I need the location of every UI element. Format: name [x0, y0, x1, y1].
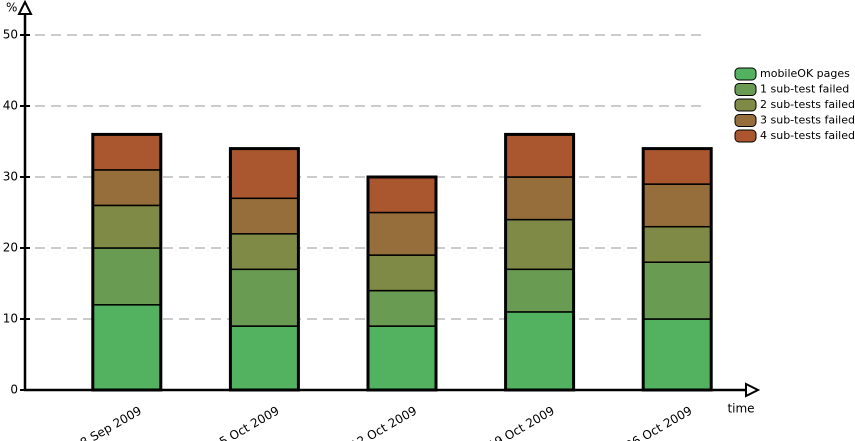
y-tick-label: 50: [3, 28, 18, 42]
y-tick-label: 20: [3, 241, 18, 255]
bar-segment: [367, 176, 437, 214]
bar-segment: [229, 197, 300, 235]
bar-segment: [92, 204, 162, 249]
bar-segment: [92, 169, 162, 207]
bar-segment: [229, 325, 300, 391]
bar-outline: [504, 132, 576, 392]
legend-swatch: [734, 114, 757, 127]
bar-segment: [367, 254, 437, 292]
bar-segment: [367, 325, 437, 391]
bar-segment: [367, 211, 437, 256]
x-tick-label: 19 Oct 2009: [486, 404, 557, 441]
bar-segment: [504, 176, 575, 221]
x-axis-arrow: [745, 382, 761, 398]
legend-swatch: [734, 83, 757, 96]
bar-segment: [504, 268, 575, 313]
y-tick-label: 30: [3, 170, 18, 184]
legend-text: 1 sub-test failed: [760, 83, 849, 96]
y-axis-arrow: [17, 0, 33, 15]
legend-text: mobileOK pages: [760, 67, 850, 80]
x-tick-label: 28 Sep 2009: [71, 404, 144, 441]
y-tick-label: 10: [3, 312, 18, 326]
bar-segment: [504, 218, 575, 271]
bar-segment: [229, 268, 300, 327]
x-axis-label: time: [727, 402, 754, 416]
bar-outline: [366, 175, 438, 392]
y-axis-label: %: [6, 1, 17, 15]
bar-segment: [642, 147, 712, 185]
x-tick-label: 12 Oct 2009: [348, 404, 419, 441]
bar-segment: [642, 225, 712, 263]
bar-outline: [641, 147, 713, 392]
legend-swatch: [734, 67, 757, 81]
bar-segment: [642, 183, 712, 228]
bar-segment: [92, 133, 162, 171]
y-tick-label: 0: [10, 383, 18, 397]
bar-segment: [229, 233, 300, 271]
bar-segment: [504, 311, 575, 391]
legend-text: 3 sub-tests failed: [760, 114, 855, 127]
bar-segment: [642, 318, 712, 391]
x-tick-label: 5 Oct 2009: [217, 404, 282, 441]
bar-segment: [367, 289, 437, 327]
bar-outline: [228, 147, 300, 392]
x-tick-label: 26 Oct 2009: [623, 404, 694, 441]
legend-swatch: [734, 129, 757, 143]
legend-text: 4 sub-tests failed: [760, 129, 855, 142]
bar-segment: [92, 304, 162, 391]
bar-outline: [91, 132, 163, 392]
bar-segment: [92, 247, 162, 306]
y-tick-label: 40: [3, 99, 18, 113]
bar-segment: [642, 261, 712, 320]
legend-swatch: [734, 98, 757, 112]
legend-text: 2 sub-tests failed: [760, 98, 855, 111]
bar-segment: [504, 133, 575, 178]
bar-segment: [229, 147, 300, 200]
